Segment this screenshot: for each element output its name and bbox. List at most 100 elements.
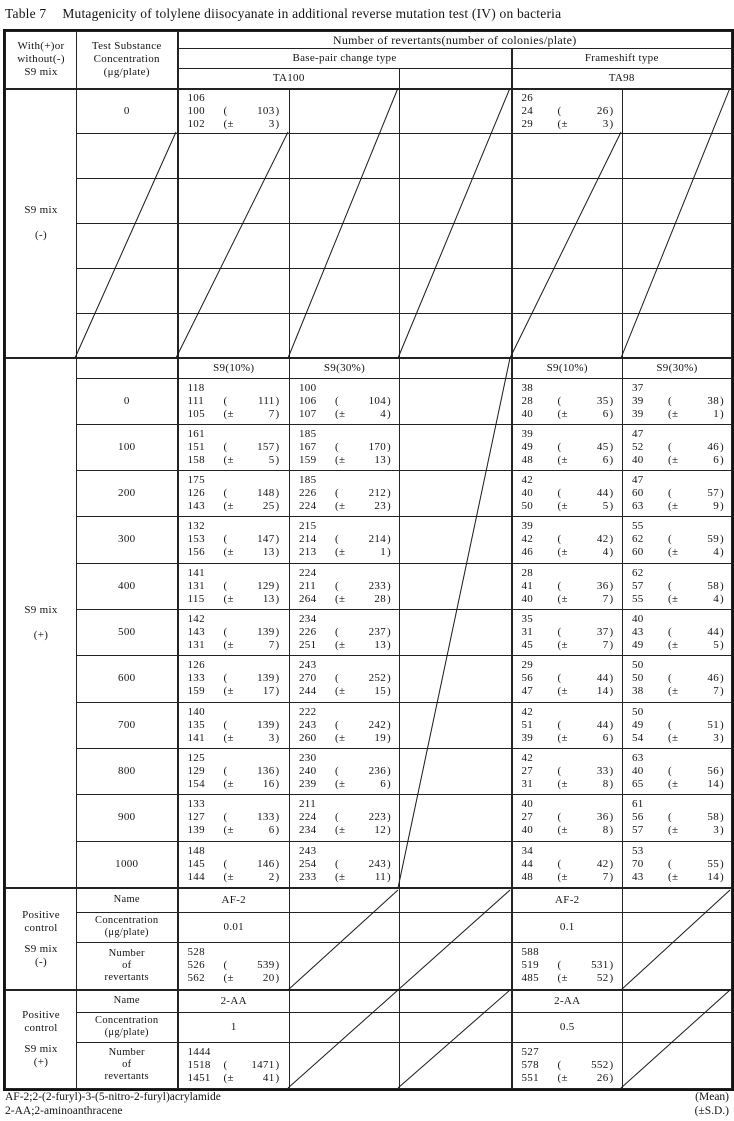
empty-cell <box>289 887 400 913</box>
count-3: 213 <box>299 546 317 558</box>
replicate-values: 61 56 (58) 57 (± 3) <box>624 796 731 839</box>
sd-value: (± 3) <box>668 731 724 744</box>
count-1: 175 <box>187 473 205 486</box>
count-2: 39 <box>632 394 644 407</box>
empty-cell <box>399 941 513 991</box>
count-2: 28 <box>521 394 534 407</box>
data-cell-ta100-s9-30: 243 254 (243) 233 (± 11) <box>289 840 400 889</box>
count-2: 56 <box>521 672 534 684</box>
table-title: Table 7 Mutagenicity of tolylene diisocya… <box>5 6 561 22</box>
mean-value: (44) <box>668 625 724 638</box>
empty-cell <box>177 312 290 359</box>
header-concentration-column: Test Substance Concentration (μg/plate) <box>76 31 179 89</box>
replicate-values: 222 243 (242) 260 (± 19) <box>291 704 399 747</box>
data-cell-ta98-s9-10: 38 28 (35) 40 (± 6) <box>511 377 623 425</box>
count-2: 254 <box>299 857 317 870</box>
count-3: 47 <box>521 685 534 697</box>
count-2: 70 <box>632 857 644 870</box>
control-name-base-pair: AF-2 <box>177 887 290 913</box>
replicate-values: 125 129 (136) 154 (± 16) <box>179 750 289 793</box>
mean-value: (36) <box>557 811 614 823</box>
count-3: 40 <box>521 824 534 836</box>
mean-value: (237) <box>335 625 391 638</box>
replicate-values: 55 62 (59) 60 (± 4) <box>624 518 731 561</box>
mean-value: (104) <box>335 394 391 407</box>
empty-cell <box>622 132 732 179</box>
empty-cell <box>76 132 179 179</box>
count-3: 38 <box>632 685 644 697</box>
count-1: 39 <box>521 427 534 440</box>
data-cell-ta98-s9-30: 50 50 (46) 38 (± 7) <box>622 654 732 703</box>
count-2: 135 <box>187 718 205 731</box>
count-3: 40 <box>521 407 534 420</box>
replicate-values: 62 57 (58) 55 (± 4) <box>624 565 731 608</box>
count-1: 39 <box>521 520 534 532</box>
data-cell-ta100-s9-10: 133 127 (133) 139 (± 6) <box>177 793 290 842</box>
count-2: 240 <box>299 764 317 777</box>
empty-cell <box>622 87 732 134</box>
empty-cell <box>399 747 513 795</box>
count-2: 50 <box>632 672 644 684</box>
empty-cell <box>511 132 623 179</box>
replicate-values: 100 106 (104) 107 (± 4) <box>291 380 399 423</box>
mean-value: (157) <box>223 440 280 453</box>
count-3: 562 <box>187 972 205 985</box>
empty-cell <box>399 911 513 943</box>
count-1: 243 <box>299 659 317 671</box>
empty-cell <box>177 222 290 269</box>
footnote-sd: (±S.D.) <box>694 1105 729 1117</box>
sd-value: (± 2) <box>223 870 280 883</box>
data-cell-ta98-s9-30: 62 57 (58) 55 (± 4) <box>622 562 732 610</box>
table-row: 900 133 127 (133) 139 (± 6) 211 224 (223) 234 (± 12)… <box>6 793 732 842</box>
count-1: 38 <box>521 381 534 394</box>
data-cell-ta98-s9-30: 63 40 (56) 65 (± 14) <box>622 747 732 795</box>
sd-value: (± 7) <box>557 870 614 883</box>
count-3: 102 <box>187 117 205 130</box>
count-2: 57 <box>632 579 644 592</box>
empty-cell <box>399 132 513 179</box>
count-1: 528 <box>187 946 205 959</box>
count-2: 40 <box>632 764 644 777</box>
mean-value: (33) <box>557 764 614 777</box>
table-number: Table 7 <box>5 6 47 21</box>
data-cell-ta100-s9-10: 141 131 (129) 115 (± 13) <box>177 562 290 610</box>
replicate-values: 47 60 (57) 63 (± 9) <box>624 472 731 515</box>
footnote-2aa: 2-AA;2-aminoanthracene <box>5 1105 123 1117</box>
header-s9-10-ta98: S9(10%) <box>511 357 623 379</box>
mutagenicity-table: With(+)or without(-) S9 mix Test Substance C… <box>5 31 732 1089</box>
header-base-pair-type: Base-pair change type <box>177 48 513 69</box>
count-2: 126 <box>187 486 205 499</box>
data-cell-ta100-s9-30: 185 226 (212) 224 (± 23) <box>289 469 400 517</box>
sd-value: (± 23) <box>335 499 391 512</box>
control-conc-frameshift: 0.1 <box>511 911 623 943</box>
empty-cell <box>76 357 179 379</box>
count-3: 239 <box>299 777 317 790</box>
section-label-s9-minus: S9 mix (-) <box>5 87 77 359</box>
count-3: 50 <box>521 499 534 512</box>
mean-value: (58) <box>668 811 724 823</box>
data-cell-ta98-s9-10: 34 44 (42) 48 (± 7) <box>511 840 623 889</box>
mean-value: (212) <box>335 486 391 499</box>
count-3: 260 <box>299 731 317 744</box>
empty-cell <box>399 357 513 379</box>
replicate-values: 50 49 (51) 54 (± 3) <box>624 704 731 747</box>
replicate-values: 40 27 (36) 40 (± 8) <box>513 796 622 839</box>
empty-cell <box>399 887 513 913</box>
replicate-values: 40 43 (44) 49 (± 5) <box>624 611 731 654</box>
concentration-cell: 100 <box>76 423 179 471</box>
sd-value: (± 14) <box>668 870 724 883</box>
count-2: 224 <box>299 811 317 823</box>
replicate-values: 29 56 (44) 47 (± 14) <box>513 657 622 700</box>
count-1: 126 <box>187 659 205 671</box>
empty-cell <box>76 177 179 224</box>
replicate-values: 28 41 (36) 40 (± 7) <box>513 565 622 608</box>
replicate-values: 527 578 (552) 551 (± 26) <box>513 1044 622 1087</box>
control-name-base-pair: 2-AA <box>177 989 290 1013</box>
table-row: 1000 148 145 (146) 144 (± 2) 243 254 (243) 233 (± 11… <box>6 840 732 889</box>
row-header-revertants: Number of revertants <box>76 1041 179 1089</box>
data-cell-ta98-s9-10: 40 27 (36) 40 (± 8) <box>511 793 623 842</box>
empty-cell <box>622 887 732 913</box>
count-3: 31 <box>521 777 534 790</box>
empty-cell <box>289 989 400 1013</box>
empty-cell <box>289 132 400 179</box>
